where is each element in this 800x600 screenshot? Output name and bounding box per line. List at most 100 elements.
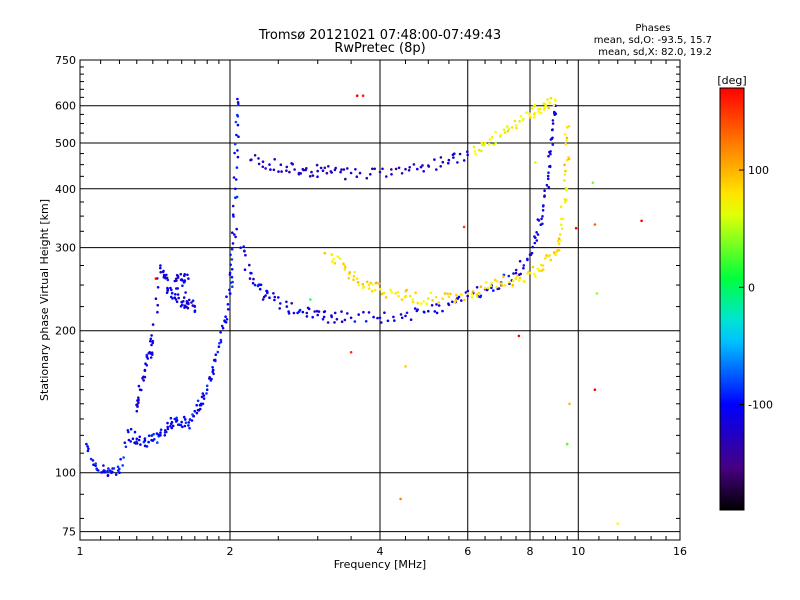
data-point [264,167,267,170]
data-point [142,379,145,382]
y-tick-label: 750 [55,54,76,67]
data-point [477,148,481,152]
data-point [171,297,174,300]
data-point [175,419,179,422]
data-point [549,258,553,262]
data-point [159,431,162,434]
data-point [361,94,365,97]
data-point [243,250,246,253]
data-point [319,166,323,170]
data-point [519,114,523,118]
chart-subtitle: RwPretec (8p) [334,41,426,56]
data-point [484,281,488,284]
data-point [94,462,97,465]
data-point [400,298,404,301]
data-point [500,284,504,287]
data-point [376,316,379,320]
data-point [285,165,289,169]
data-point [479,294,483,298]
data-point [236,113,239,117]
data-point [564,169,567,173]
data-point [176,276,180,279]
data-point [525,111,528,114]
data-point [546,177,550,181]
data-point [503,284,507,287]
data-point [166,287,169,291]
data-point [343,264,347,267]
data-point [559,217,563,221]
data-point [475,286,479,289]
data-point [533,241,537,245]
data-point [437,304,441,307]
data-point [278,307,282,310]
data-point [390,173,393,176]
data-point [537,269,541,273]
data-point [264,294,267,297]
data-point [475,295,479,298]
data-point [547,106,550,110]
colorbar-label: [deg] [717,74,746,87]
data-point [333,311,337,315]
data-point [595,292,599,295]
data-point [325,171,329,175]
data-point [169,416,173,420]
data-point [219,340,223,344]
data-point [526,257,529,261]
data-point [557,249,561,252]
data-point [400,172,404,175]
data-point [202,394,206,397]
data-point [529,116,532,119]
data-point [220,324,224,328]
data-point [354,168,357,171]
data-point [564,142,567,146]
data-point [342,168,346,171]
data-point [297,310,301,313]
data-point [118,467,121,471]
data-point [474,152,478,156]
data-point [542,204,545,207]
data-point [181,303,184,307]
data-point [285,300,288,304]
data-point [536,233,540,236]
data-point [131,437,135,441]
data-point [174,293,177,296]
data-point [309,298,312,301]
data-point [311,315,315,319]
data-point [149,339,152,343]
data-point [544,102,547,106]
x-axis-label: Frequency [MHz] [334,558,426,571]
data-point [400,316,404,320]
data-point [471,290,475,293]
data-point [550,137,554,140]
data-point [301,310,305,314]
data-point [153,438,156,441]
data-point [560,227,564,230]
data-point [574,226,578,230]
data-point [233,151,236,155]
data-point [356,281,360,284]
data-point [141,377,144,380]
data-point [352,274,356,278]
data-point [239,246,242,249]
data-point [394,167,398,171]
data-point [179,272,183,276]
data-point [308,175,312,178]
data-point [367,283,371,287]
data-point [229,263,232,267]
data-point [564,186,568,190]
data-point [405,311,409,315]
data-point [355,277,359,280]
data-point [495,280,499,283]
data-point [184,421,188,425]
data-point [568,402,571,406]
data-point [528,271,532,275]
series-group [85,97,240,478]
data-point [317,310,321,313]
data-point [163,434,167,437]
data-point [236,123,240,127]
data-point [381,167,384,171]
data-point [233,142,237,146]
data-point [542,268,545,271]
data-point [285,305,289,308]
